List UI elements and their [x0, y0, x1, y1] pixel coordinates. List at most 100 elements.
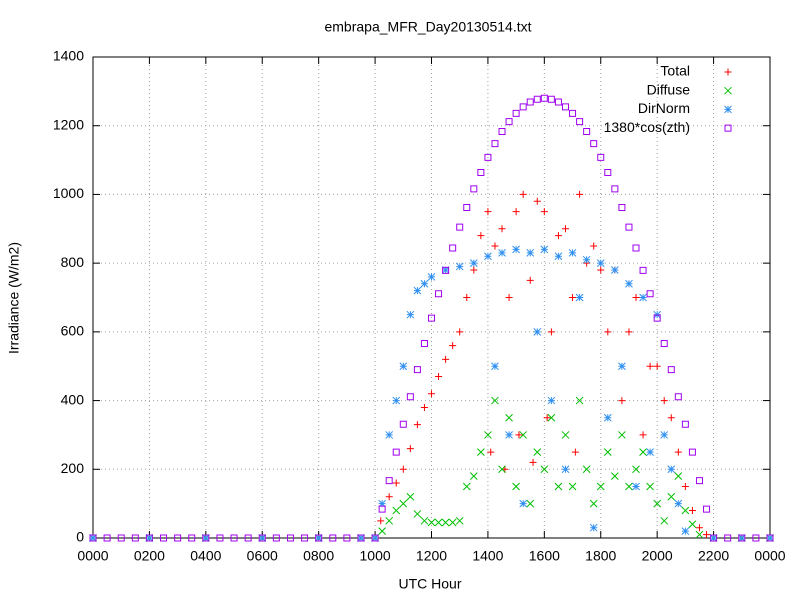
data-point	[571, 448, 579, 456]
data-point	[660, 516, 669, 525]
data-point	[632, 244, 640, 252]
data-point	[477, 448, 485, 456]
data-point	[498, 248, 506, 257]
data-point	[470, 185, 478, 193]
data-point	[625, 482, 633, 491]
data-point	[498, 225, 506, 233]
legend-label: 1380*cos(zth)	[604, 119, 690, 135]
data-point	[449, 342, 457, 350]
y-tick-label: 800	[61, 254, 85, 270]
data-point	[554, 98, 562, 106]
legend-marker	[724, 105, 732, 114]
data-point	[477, 168, 485, 176]
x-tick-label: 2000	[642, 548, 673, 564]
data-point	[533, 95, 541, 103]
data-point	[604, 168, 612, 176]
data-point	[681, 527, 690, 535]
data-point	[406, 445, 414, 453]
data-point	[540, 465, 549, 474]
data-point	[399, 465, 407, 473]
data-point	[618, 203, 626, 211]
data-point	[561, 465, 570, 474]
data-point	[519, 431, 528, 439]
data-point	[301, 534, 309, 542]
data-point	[470, 266, 478, 274]
data-point	[491, 396, 499, 405]
data-point	[554, 232, 562, 240]
data-point	[441, 266, 450, 274]
data-point	[596, 259, 605, 267]
data-point	[455, 516, 464, 525]
x-axis-label: UTC Hour	[398, 576, 461, 592]
data-point	[420, 516, 429, 525]
data-point	[428, 314, 435, 322]
data-point	[632, 482, 640, 491]
data-point	[526, 499, 535, 508]
data-point	[519, 190, 527, 198]
data-point	[724, 534, 732, 542]
data-point	[752, 534, 760, 542]
data-point	[674, 448, 682, 456]
x-tick-label: 1800	[585, 548, 616, 564]
data-point	[653, 314, 661, 322]
data-point	[505, 294, 513, 301]
data-point	[543, 414, 551, 422]
data-point	[442, 266, 450, 274]
plot-frame	[92, 56, 771, 539]
y-axis-label: Irradiance (W/m2)	[6, 242, 22, 354]
data-point	[484, 208, 492, 216]
data-point	[413, 366, 421, 374]
data-point	[505, 118, 513, 126]
y-tick-label: 0	[76, 529, 84, 545]
data-point	[540, 208, 548, 216]
y-tick-label: 400	[61, 391, 85, 407]
data-point	[589, 499, 598, 508]
data-point	[540, 94, 548, 102]
data-point	[766, 534, 774, 542]
data-point	[540, 245, 549, 254]
data-point	[639, 448, 647, 456]
data-point	[526, 98, 534, 106]
data-point	[463, 294, 471, 301]
data-point	[561, 225, 569, 233]
data-point	[449, 244, 457, 252]
data-point	[569, 109, 577, 117]
data-point	[766, 534, 774, 542]
data-point	[131, 534, 139, 542]
data-point	[477, 232, 485, 240]
data-point	[695, 477, 703, 485]
data-point	[561, 103, 569, 111]
data-point	[639, 431, 647, 439]
x-tick-label: 0000	[77, 548, 108, 564]
data-point	[660, 397, 668, 405]
data-point	[674, 472, 683, 481]
data-point	[639, 266, 647, 274]
data-point	[512, 482, 520, 491]
data-point	[202, 534, 210, 542]
legend-marker	[724, 86, 732, 95]
data-point	[611, 472, 619, 481]
data-point	[357, 534, 365, 542]
data-point	[561, 431, 570, 439]
data-point	[688, 520, 697, 529]
data-point	[456, 328, 464, 336]
data-point	[427, 273, 436, 281]
data-point	[674, 393, 682, 401]
data-point	[406, 492, 415, 501]
data-point	[667, 414, 675, 422]
data-point	[533, 197, 541, 205]
data-point	[703, 505, 711, 513]
data-point	[529, 458, 537, 466]
data-point	[533, 448, 542, 456]
data-point	[575, 396, 584, 405]
data-point	[371, 534, 379, 542]
data-point	[737, 534, 746, 542]
data-point	[413, 421, 421, 429]
data-point	[448, 518, 457, 527]
data-point	[329, 534, 337, 542]
data-point	[710, 534, 718, 542]
x-tick-label: 0800	[303, 548, 334, 564]
data-point	[695, 530, 704, 539]
data-point	[392, 506, 401, 515]
data-point	[505, 413, 513, 422]
